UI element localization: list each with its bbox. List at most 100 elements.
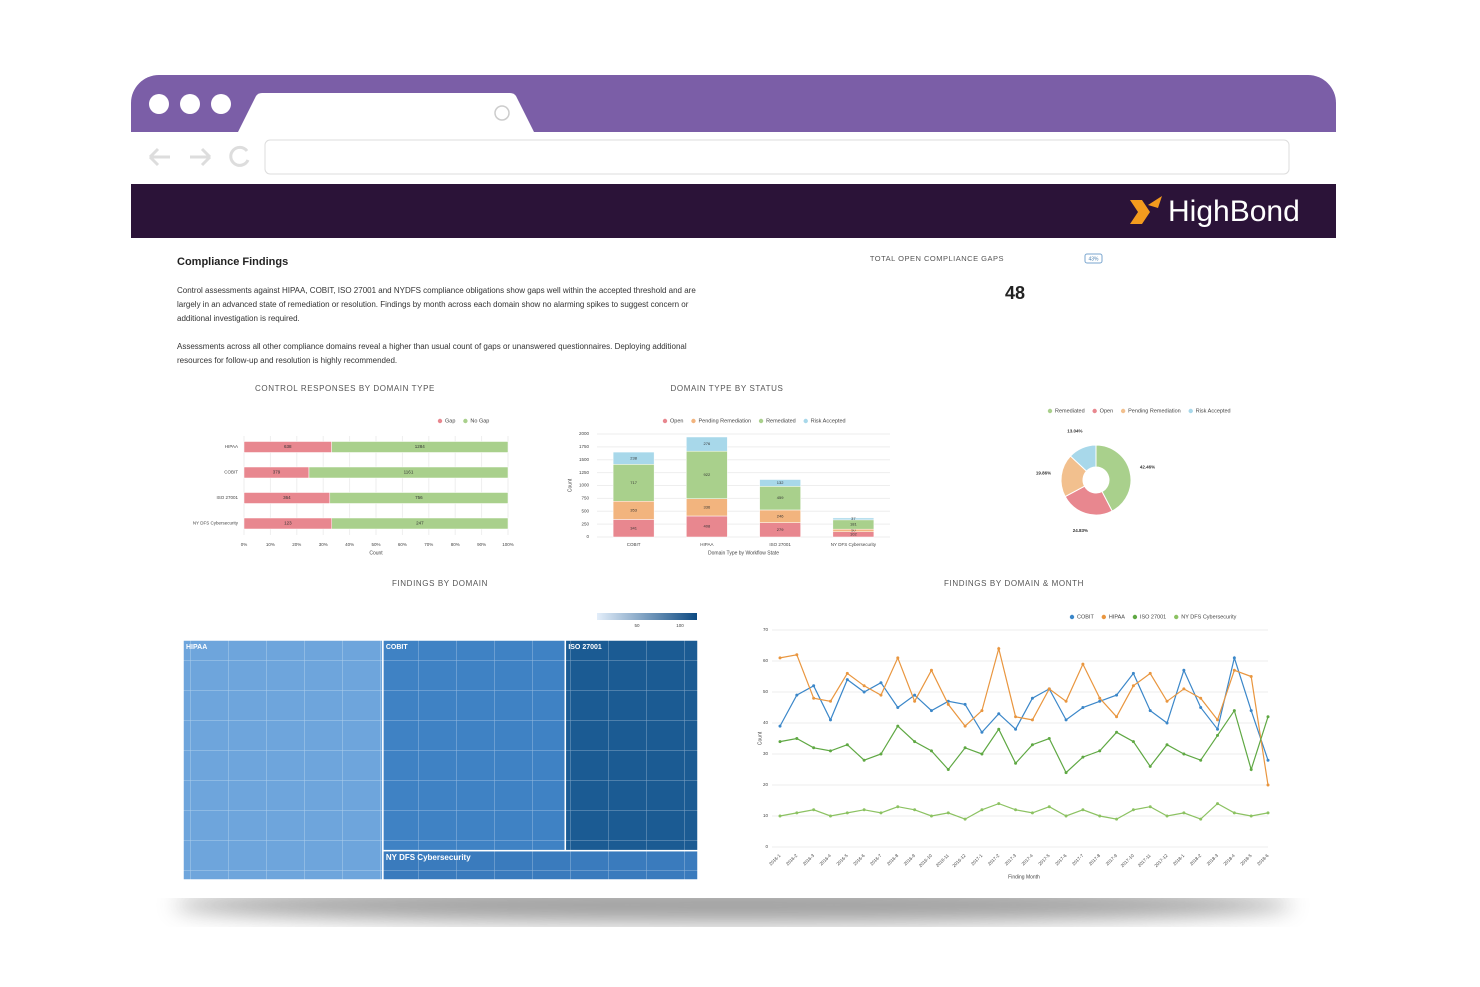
legend-label: COBIT — [1077, 614, 1094, 620]
pie-slice — [1064, 485, 1113, 516]
point — [845, 743, 849, 747]
bar-segment — [612, 464, 655, 502]
point — [778, 740, 782, 744]
window-dot[interactable] — [180, 94, 200, 114]
legend-label: No Gap — [470, 418, 489, 424]
point — [778, 656, 782, 660]
legend-label: Risk Accepted — [1196, 408, 1231, 414]
y-tick-label: 500 — [581, 508, 589, 513]
x-tick-label: NY DFS Cybersecurity — [831, 542, 877, 547]
point — [795, 811, 799, 815]
point — [929, 814, 933, 818]
point — [980, 730, 984, 734]
point — [862, 684, 866, 688]
y-tick-label: 40 — [763, 720, 769, 725]
point — [1199, 817, 1203, 821]
point — [1216, 727, 1220, 731]
legend-marker — [662, 418, 668, 424]
point — [980, 752, 984, 756]
point — [1266, 783, 1270, 787]
back-button[interactable] — [148, 147, 170, 167]
chart-title: FINDINGS BY DOMAIN — [392, 579, 488, 588]
legend-label: Remediated — [1055, 408, 1085, 414]
x-tick-label: 50% — [371, 542, 380, 547]
tab[interactable] — [238, 93, 534, 132]
point — [1014, 808, 1018, 812]
point — [795, 653, 799, 657]
point — [997, 647, 1001, 651]
bar-segment — [832, 517, 875, 521]
treemap-label: NY DFS Cybersecurity — [386, 853, 471, 862]
x-tick-label: 0% — [241, 542, 248, 547]
x-tick-label: 10% — [266, 542, 275, 547]
reload-button[interactable] — [229, 145, 250, 167]
point — [1232, 656, 1236, 660]
point — [1064, 814, 1068, 818]
data-label: 379 — [273, 470, 281, 475]
point — [1216, 718, 1220, 722]
point — [1148, 709, 1152, 713]
legend-label: Open — [1100, 408, 1113, 414]
data-label: 123 — [284, 521, 292, 526]
point — [1064, 718, 1068, 722]
point — [1064, 771, 1068, 775]
bar-segment — [308, 466, 509, 479]
point — [812, 696, 816, 700]
point — [1249, 768, 1253, 771]
pie-slice — [1095, 444, 1132, 512]
point — [862, 808, 866, 812]
legend-label: Pending Remediation — [698, 418, 751, 424]
address-bar[interactable] — [264, 139, 1290, 175]
data-label: 364 — [283, 495, 291, 500]
point — [1165, 721, 1169, 725]
x-axis-label: Count — [369, 550, 383, 556]
data-label: 1161 — [404, 470, 414, 475]
point — [862, 690, 866, 694]
window-dot[interactable] — [149, 94, 169, 114]
y-axis-label: Count — [567, 478, 573, 492]
point — [929, 749, 933, 753]
y-axis-label: Count — [757, 731, 763, 745]
point — [778, 724, 782, 728]
point — [913, 699, 917, 703]
window-dot[interactable] — [211, 94, 231, 114]
point — [946, 811, 950, 815]
x-tick-label: 80% — [451, 542, 460, 547]
point — [1182, 687, 1186, 691]
y-tick-label: 1000 — [579, 483, 590, 488]
tab-close[interactable] — [494, 105, 510, 121]
legend-label: NY DFS Cybersecurity — [1181, 614, 1236, 620]
point — [1047, 687, 1051, 691]
point — [778, 814, 782, 818]
legend-marker — [803, 418, 808, 424]
point — [1232, 709, 1236, 713]
point — [1165, 743, 1169, 747]
point — [828, 749, 832, 753]
data-label: 276 — [704, 441, 711, 446]
point — [1199, 696, 1203, 700]
legend-marker — [1092, 408, 1097, 414]
x-tick-label: 70% — [424, 542, 433, 547]
forward-button[interactable] — [190, 147, 212, 167]
legend-marker — [691, 418, 696, 424]
point — [845, 678, 849, 682]
point — [879, 752, 883, 756]
point — [997, 712, 1001, 716]
point — [1249, 709, 1253, 713]
point — [812, 684, 816, 688]
y-tick-label: 10 — [763, 813, 769, 818]
data-label: 638 — [284, 444, 292, 449]
data-label: 24.83% — [1073, 528, 1088, 533]
app-header — [131, 184, 1336, 238]
point — [997, 802, 1001, 806]
data-label: 50 — [851, 528, 856, 533]
x-tick-label: 100% — [502, 542, 514, 547]
series-line — [779, 655, 1269, 761]
data-label: 246 — [777, 513, 784, 518]
point — [879, 681, 883, 685]
legend-label: Pending Remediation — [1128, 408, 1181, 414]
x-tick-label: 90% — [477, 542, 486, 547]
legend-marker — [1174, 614, 1179, 620]
point — [1131, 671, 1135, 675]
section-title: Compliance Findings — [177, 256, 288, 268]
